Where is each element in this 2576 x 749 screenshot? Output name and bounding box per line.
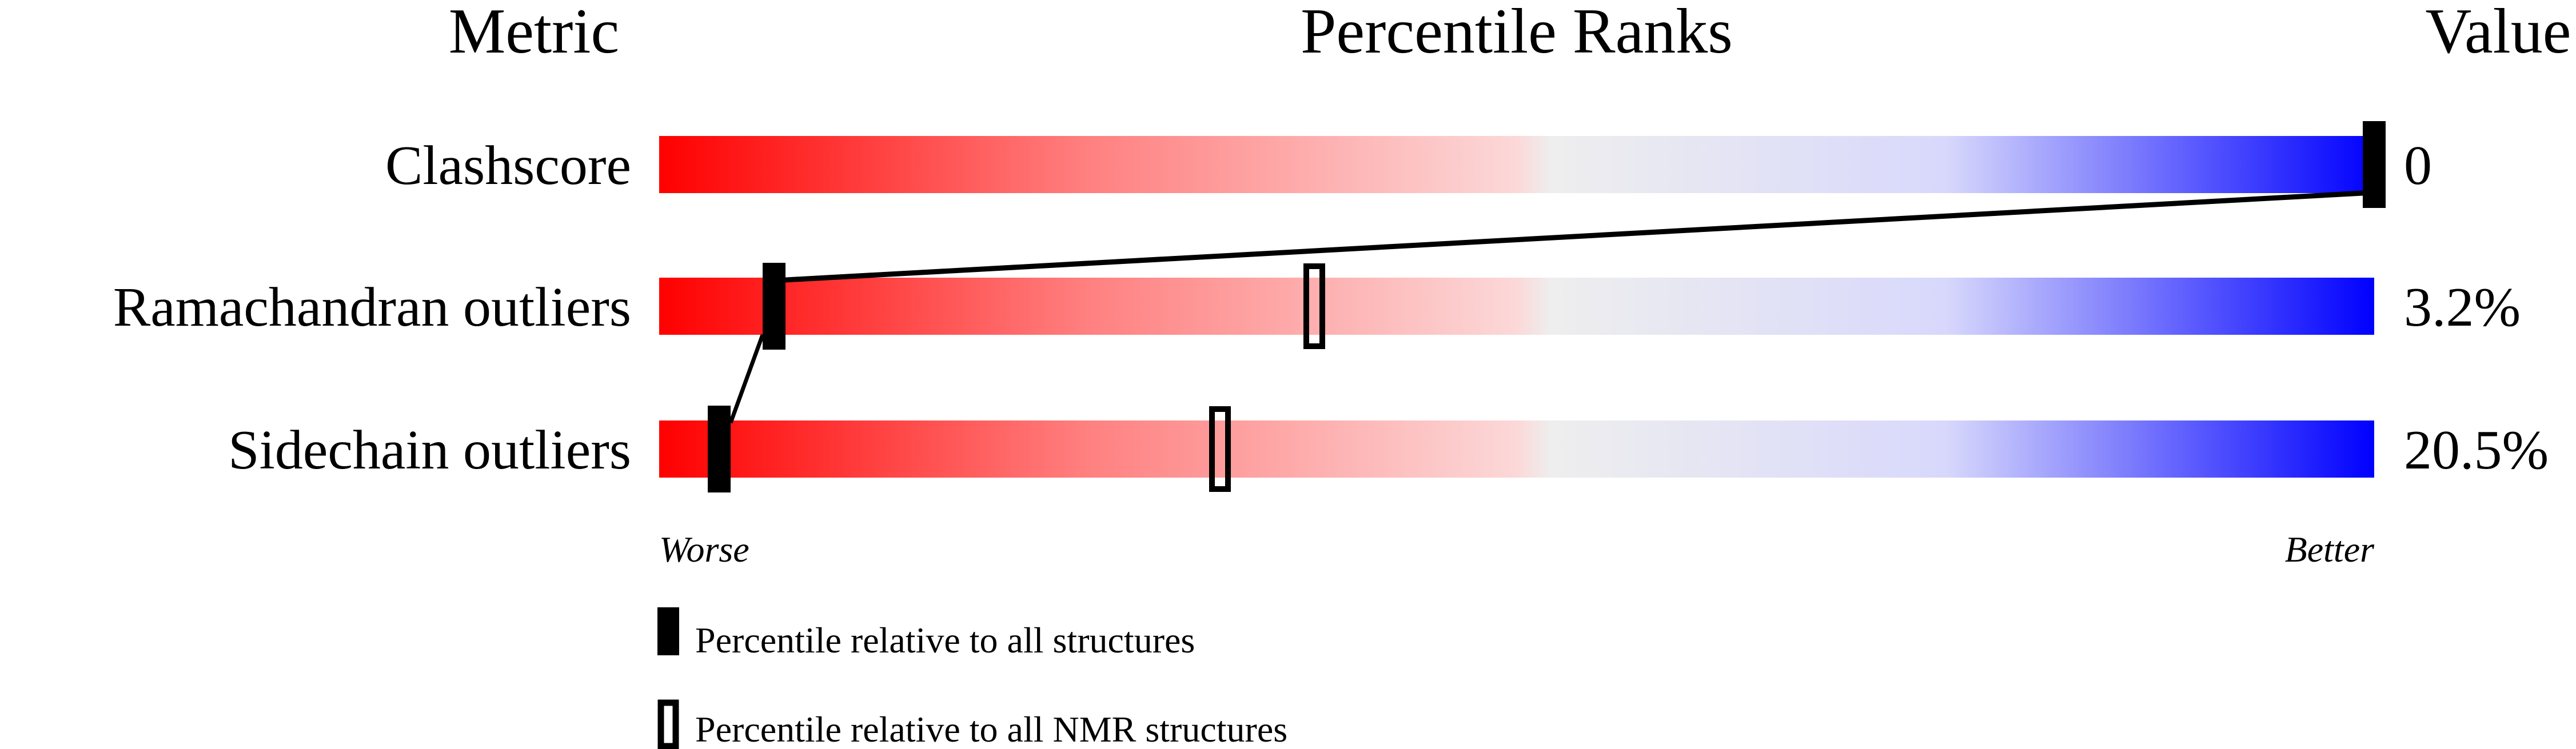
- percentile-bar: [659, 136, 2374, 193]
- all-percentile-marker: [708, 406, 731, 492]
- legend-all-structures: Percentile relative to all structures: [695, 620, 1195, 660]
- all-percentile-marker: [2363, 121, 2386, 208]
- percentile-link-line: [785, 190, 2363, 283]
- worse-label: Worse: [659, 529, 749, 570]
- legend-open-marker: [657, 699, 679, 749]
- metric-value: 0: [2404, 135, 2432, 197]
- metric-label: Ramachandran outliers: [113, 277, 631, 338]
- metric-value: 20.5%: [2404, 419, 2549, 481]
- percentile-header: Percentile Ranks: [1301, 0, 1733, 67]
- nmr-percentile-marker: [1303, 263, 1325, 349]
- all-percentile-marker: [763, 263, 785, 350]
- better-label: Better: [2285, 529, 2375, 570]
- percentile-link-line: [728, 334, 765, 424]
- nmr-percentile-marker: [1209, 406, 1231, 492]
- metric-label: Sidechain outliers: [228, 419, 631, 481]
- metric-value: 3.2%: [2404, 277, 2521, 338]
- percentile-bar: [659, 278, 2374, 335]
- legend-filled-marker: [657, 607, 679, 655]
- percentile-bar: [659, 420, 2374, 478]
- legend-nmr-structures: Percentile relative to all NMR structure…: [695, 709, 1287, 749]
- metric-label: Clashscore: [385, 135, 631, 197]
- metric-header: Metric: [449, 0, 620, 67]
- value-header: Value: [2425, 0, 2571, 67]
